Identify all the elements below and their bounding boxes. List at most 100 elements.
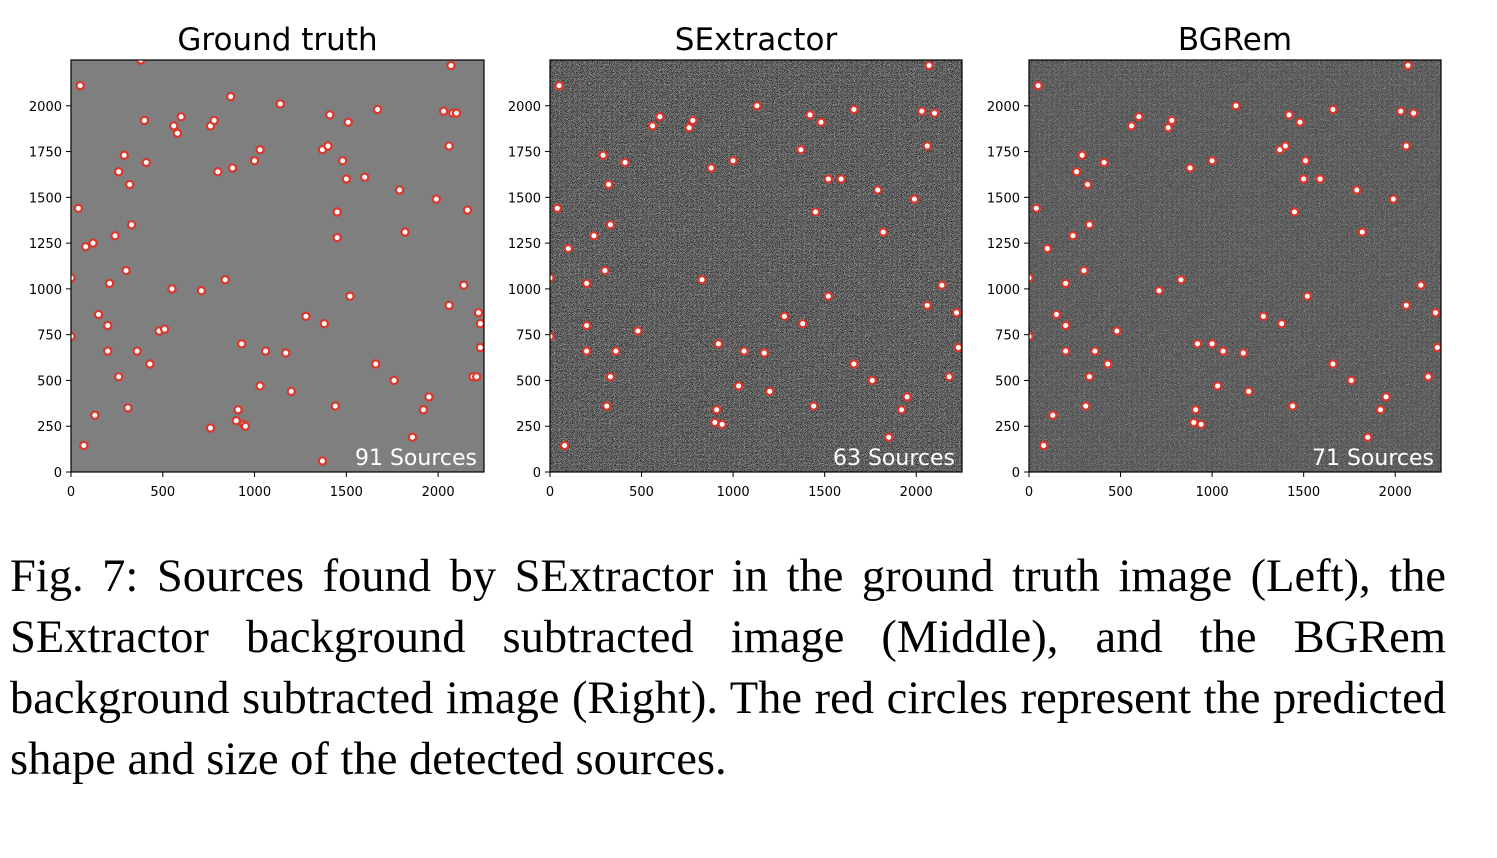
- source-marker: [1238, 348, 1248, 358]
- y-tick-label: 250: [995, 420, 1020, 435]
- source-marker: [1099, 157, 1109, 168]
- figure: Ground truth 91 Sources 0 500 1000 1500 2000 0 2…: [29, 22, 1442, 500]
- source-marker: [728, 156, 738, 166]
- source-marker: [255, 381, 265, 391]
- source-marker: [1401, 300, 1411, 311]
- source-marker: [475, 318, 484, 329]
- source-marker: [1430, 307, 1441, 318]
- source-marker: [1103, 359, 1113, 369]
- x-tick-label: 1000: [1196, 485, 1229, 500]
- panel-3: BGRem 71 Sources 0 500 1000 1500 2000 0 250 500 75…: [987, 22, 1442, 500]
- source-marker: [697, 275, 707, 285]
- source-marker: [1154, 286, 1164, 296]
- source-marker: [139, 115, 150, 126]
- source-marker: [1298, 174, 1309, 184]
- source-marker: [431, 194, 441, 204]
- source-marker: [647, 121, 658, 131]
- source-marker: [1060, 346, 1071, 356]
- x-tick-label: 0: [546, 485, 554, 500]
- source-marker: [873, 185, 883, 195]
- source-marker: [471, 372, 482, 382]
- source-marker: [1300, 156, 1311, 166]
- source-marker: [176, 112, 186, 122]
- source-marker: [281, 348, 291, 358]
- source-marker: [655, 112, 665, 122]
- source-marker: [797, 318, 808, 329]
- source-marker: [114, 166, 124, 177]
- y-tick-label: 0: [533, 466, 541, 481]
- source-marker: [1033, 80, 1043, 91]
- source-marker: [684, 123, 694, 133]
- x-tick-label: 1500: [1287, 485, 1320, 500]
- source-marker: [1352, 185, 1362, 195]
- y-tick-label: 2000: [508, 100, 541, 115]
- source-marker: [765, 386, 775, 397]
- source-marker: [805, 110, 815, 120]
- x-tick-label: 1000: [717, 485, 750, 500]
- source-marker: [1328, 104, 1338, 115]
- source-marker: [225, 91, 236, 102]
- source-marker: [1082, 179, 1093, 190]
- source-marker: [710, 417, 720, 428]
- source-marker: [407, 432, 418, 442]
- source-marker: [605, 372, 616, 382]
- source-marker: [1244, 386, 1254, 397]
- source-marker: [394, 185, 405, 195]
- source-marker: [896, 405, 907, 415]
- source-marker: [759, 348, 769, 358]
- source-marker: [1432, 342, 1441, 353]
- source-marker: [444, 300, 454, 311]
- source-marker: [1207, 339, 1217, 349]
- source-marker: [80, 242, 91, 252]
- source-marker: [823, 174, 834, 184]
- source-marker: [1284, 110, 1294, 120]
- source-marker: [1302, 291, 1313, 301]
- x-tick-label: 1500: [330, 485, 363, 500]
- source-marker: [1346, 375, 1356, 386]
- axes-frame: [549, 59, 963, 473]
- y-tick-label: 750: [37, 329, 62, 344]
- figure-caption: Fig. 7: Sources found by SExtractor in t…: [10, 551, 1446, 785]
- source-marker: [836, 174, 846, 184]
- x-tick-label: 2000: [422, 485, 455, 500]
- source-marker: [1287, 401, 1298, 411]
- y-tick-label: 1750: [987, 146, 1020, 161]
- source-marker: [319, 318, 330, 329]
- source-marker: [260, 346, 271, 356]
- source-marker: [816, 117, 826, 127]
- source-marker: [1071, 166, 1082, 177]
- x-tick-label: 500: [1108, 485, 1133, 500]
- source-marker: [75, 80, 85, 91]
- source-marker: [944, 372, 954, 382]
- x-tick-label: 0: [67, 485, 75, 500]
- source-marker: [1189, 417, 1199, 428]
- source-marker: [1381, 392, 1391, 402]
- source-marker: [1167, 115, 1177, 126]
- source-marker: [1388, 194, 1399, 204]
- source-marker: [345, 291, 355, 301]
- source-marker: [1280, 141, 1291, 151]
- source-marker: [172, 128, 183, 138]
- source-marker: [884, 432, 894, 442]
- source-marker: [554, 80, 564, 91]
- source-marker: [779, 311, 790, 322]
- source-marker: [125, 179, 135, 190]
- source-marker: [103, 320, 113, 331]
- y-tick-label: 750: [516, 329, 541, 344]
- source-marker: [849, 104, 859, 115]
- figure-panels: Ground truth 91 Sources 0 500 1000 1500 2000 0 2…: [29, 22, 1442, 500]
- source-marker: [688, 115, 698, 126]
- source-marker: [581, 346, 592, 356]
- source-marker: [796, 145, 806, 155]
- source-marker: [552, 203, 563, 214]
- source-marker: [1401, 141, 1411, 151]
- source-marker: [209, 115, 219, 126]
- y-tick-label: 250: [516, 420, 541, 435]
- source-marker: [451, 108, 462, 118]
- source-marker: [717, 419, 727, 430]
- source-marker: [1134, 112, 1144, 122]
- source-marker: [1207, 156, 1217, 166]
- source-marker: [603, 179, 614, 190]
- y-tick-label: 0: [54, 466, 62, 481]
- source-marker: [123, 403, 133, 413]
